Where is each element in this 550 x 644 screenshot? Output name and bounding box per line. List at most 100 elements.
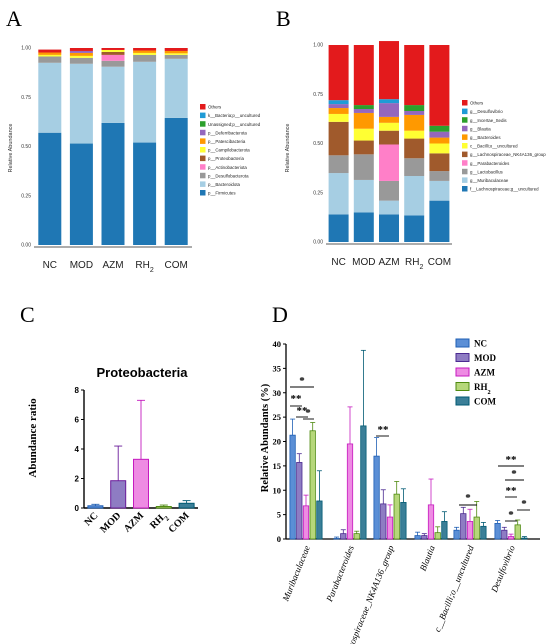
panel-label-d: D <box>272 302 288 327</box>
legend-label: p__Desulfobacterota <box>208 173 249 178</box>
y-tick-label: 40 <box>273 339 282 349</box>
y-tick-label: 35 <box>273 363 282 373</box>
bar-segment <box>429 143 450 154</box>
bar-segment <box>379 130 399 145</box>
bar <box>393 493 400 540</box>
legend-swatch <box>462 125 468 132</box>
bar-segment <box>101 54 125 61</box>
x-tick-label: Parabacteroides <box>324 544 356 604</box>
legend-label: g__Parabacteroides <box>470 161 510 166</box>
bar <box>521 537 528 540</box>
x-tick-label: AZM <box>378 257 399 268</box>
bar <box>380 503 387 540</box>
bar-segment <box>404 45 425 106</box>
x-tick-label: AZM <box>102 260 123 271</box>
legend-swatch <box>462 177 468 183</box>
legend-swatch <box>200 190 206 196</box>
legend-swatch <box>455 382 470 391</box>
y-tick-label: 4 <box>75 445 80 454</box>
bar <box>309 430 316 540</box>
legend-label: p__Patescibacteria <box>208 139 246 144</box>
panel-label-a: A <box>6 6 22 31</box>
bar <box>466 521 474 540</box>
significance-mark: ** <box>506 485 518 497</box>
bar-segment <box>38 49 62 53</box>
bar-segment <box>353 105 374 110</box>
legend-label: k__Bacteria;p__uncultured <box>208 113 261 118</box>
y-tick-label: 5 <box>277 510 281 520</box>
bar <box>453 529 460 540</box>
legend-swatch <box>455 338 470 348</box>
bar-segment <box>328 113 349 122</box>
bar-segment <box>38 54 62 57</box>
chart-c-ylabel: Abundance ratio <box>27 398 39 478</box>
x-tick-label: NC <box>331 257 345 268</box>
legend-label: NC <box>474 339 487 349</box>
bar <box>507 536 515 540</box>
bar <box>514 524 521 540</box>
x-tick-label: RH2 <box>405 257 423 271</box>
y-tick-label: 0.25 <box>21 193 31 199</box>
bar-segment <box>69 63 93 144</box>
bar-segment <box>164 48 188 51</box>
bar-segment <box>353 45 374 106</box>
bar <box>400 502 407 540</box>
bar-segment <box>429 153 450 172</box>
bar-segment <box>101 51 125 55</box>
significance-mark: * <box>305 407 311 419</box>
legend-label: RH2 <box>474 382 491 396</box>
bar-segment <box>164 50 188 54</box>
legend-swatch <box>200 155 206 162</box>
legend-swatch <box>455 367 470 377</box>
y-tick-label: 0 <box>75 504 80 513</box>
bar <box>316 500 323 540</box>
y-tick-label: 1.00 <box>21 46 31 52</box>
y-tick-label: 10 <box>273 485 282 495</box>
bar <box>346 443 354 540</box>
bar-segment <box>328 155 349 174</box>
bar <box>360 425 367 540</box>
bar-segment <box>328 214 349 242</box>
chart-b-ylabel: Relative Abundance <box>285 124 291 173</box>
y-tick-label: 1.00 <box>313 43 323 49</box>
bar <box>386 516 394 540</box>
legend-label: p__Deferribacterota <box>208 130 247 135</box>
bar-segment <box>404 176 425 216</box>
legend-label: Others <box>208 105 222 110</box>
y-tick-label: 6 <box>75 416 80 425</box>
bar-segment <box>404 138 425 159</box>
legend-swatch <box>200 121 206 127</box>
y-tick-label: 0.50 <box>21 144 31 150</box>
legend-label: COM <box>474 397 497 407</box>
significance-mark: * <box>299 375 305 387</box>
bar-segment <box>328 45 349 101</box>
bar <box>473 516 480 540</box>
x-tick-label: Muribaculaceae <box>280 544 312 603</box>
legend-swatch <box>200 172 206 179</box>
legend-label: g__Lactobacillus <box>470 169 504 174</box>
bar-segment <box>38 132 62 245</box>
bar-segment <box>379 103 399 117</box>
legend-swatch <box>462 108 468 115</box>
bar-segment <box>133 142 157 245</box>
significance-mark: * <box>521 498 527 510</box>
bar-segment <box>101 122 125 245</box>
bar-segment <box>38 52 62 55</box>
legend-label: g__Lachnospiraceae_NK4A136_group <box>470 152 546 157</box>
bar-segment <box>353 154 374 180</box>
y-tick-label: 0.00 <box>313 240 323 246</box>
significance-mark: ** <box>378 424 390 436</box>
legend-swatch <box>455 396 470 406</box>
y-tick-label: 0 <box>277 534 281 544</box>
bar-segment <box>379 214 399 242</box>
bar <box>427 504 435 540</box>
y-tick-label: 15 <box>273 461 282 471</box>
y-tick-label: 20 <box>273 437 282 447</box>
bar-segment <box>429 45 450 126</box>
bar-segment <box>69 48 93 51</box>
legend-swatch <box>462 100 468 106</box>
bar-segment <box>429 125 450 132</box>
bar <box>87 505 104 509</box>
bar-segment <box>379 180 399 201</box>
